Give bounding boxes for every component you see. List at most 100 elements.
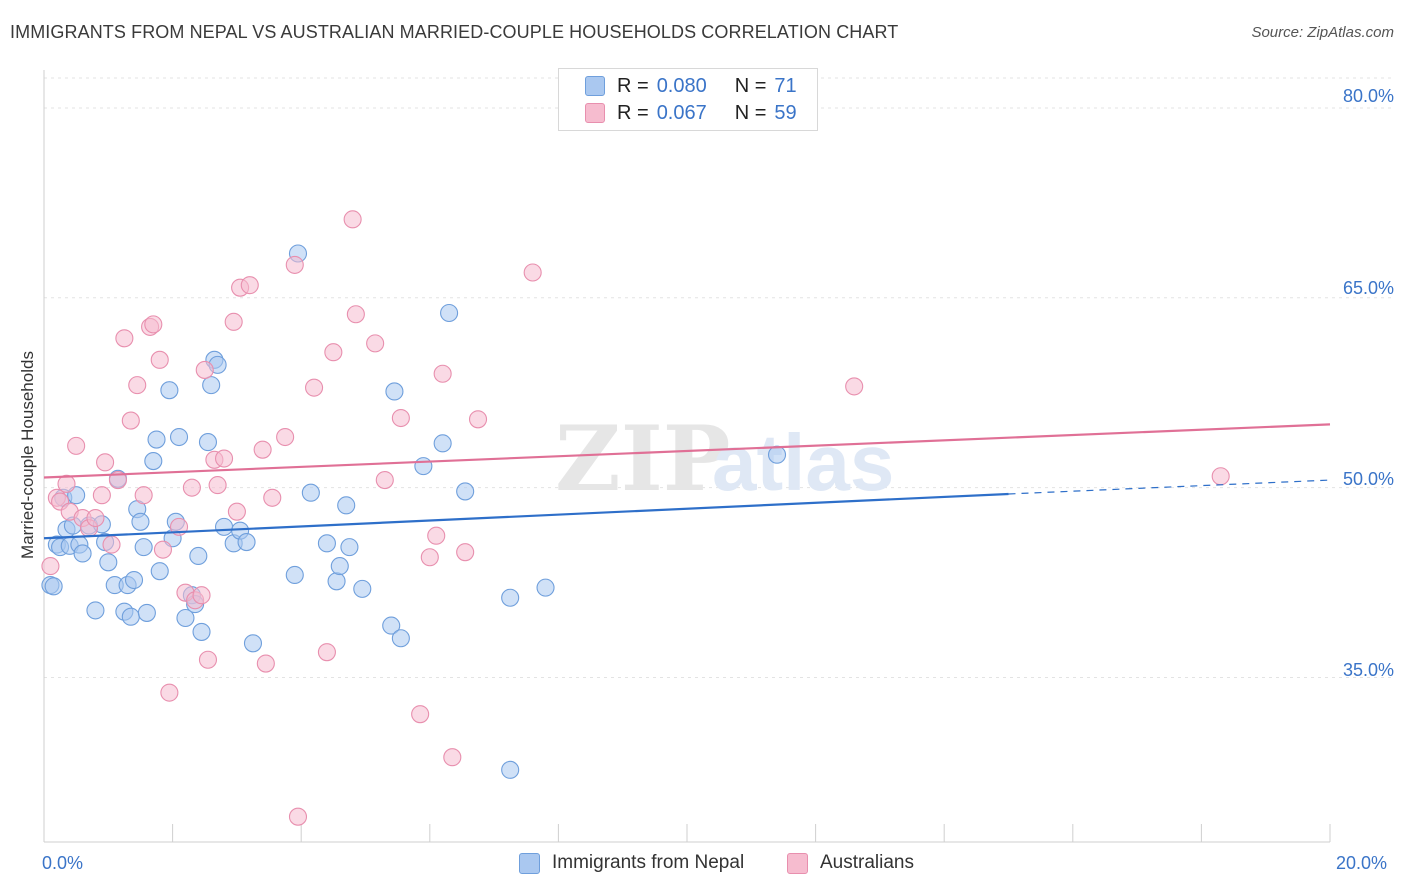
legend-row-nepal: R = 0.080 N = 71 xyxy=(585,73,797,99)
nepal-point xyxy=(126,572,143,589)
australians-point xyxy=(344,211,361,228)
australians-point xyxy=(428,527,445,544)
y-tick-label-65: 65.0% xyxy=(1304,278,1394,299)
australians-point xyxy=(306,379,323,396)
australians-point xyxy=(367,335,384,352)
nepal-point xyxy=(338,497,355,514)
nepal-point xyxy=(135,539,152,556)
nepal-point xyxy=(193,623,210,640)
series-label-australians: Australians xyxy=(820,852,914,874)
nepal-point xyxy=(151,563,168,580)
australians-point xyxy=(376,472,393,489)
nepal-point xyxy=(74,545,91,562)
australians-point xyxy=(145,316,162,333)
australians-point xyxy=(199,651,216,668)
australians-point xyxy=(154,541,171,558)
legend-r-label: R = xyxy=(617,102,649,125)
series-label-nepal: Immigrants from Nepal xyxy=(552,852,744,874)
australians-point xyxy=(444,749,461,766)
australians-point xyxy=(68,437,85,454)
nepal-point xyxy=(457,483,474,500)
australians-point xyxy=(116,330,133,347)
nepal-point xyxy=(145,453,162,470)
australians-point xyxy=(470,411,487,428)
nepal-point xyxy=(148,431,165,448)
australians-point xyxy=(93,487,110,504)
y-tick-label-80: 80.0% xyxy=(1304,86,1394,107)
nepal-point xyxy=(122,608,139,625)
nepal-point xyxy=(87,602,104,619)
legend-r-value: 0.080 xyxy=(657,75,725,98)
nepal-point xyxy=(392,630,409,647)
australians-point xyxy=(193,587,210,604)
correlation-legend: R = 0.080 N = 71 R = 0.067 N = 59 xyxy=(558,68,818,131)
australians-point xyxy=(87,510,104,527)
series-legend-australians: Australians xyxy=(787,852,914,874)
legend-row-australians: R = 0.067 N = 59 xyxy=(585,100,797,126)
watermark-atlas: atlas xyxy=(712,418,894,507)
nepal-point xyxy=(138,604,155,621)
watermark-zip: ZIP xyxy=(555,406,730,512)
y-tick-label-50: 50.0% xyxy=(1304,469,1394,490)
nepal-point xyxy=(244,635,261,652)
australians-point xyxy=(347,306,364,323)
australians-point xyxy=(257,655,274,672)
australians-point xyxy=(42,558,59,575)
nepal-point xyxy=(203,377,220,394)
australians-point xyxy=(1212,468,1229,485)
australians-point xyxy=(241,277,258,294)
series-swatch-australians xyxy=(787,853,808,874)
australians-point xyxy=(524,264,541,281)
australians-point xyxy=(129,377,146,394)
nepal-point xyxy=(199,434,216,451)
nepal-point xyxy=(161,382,178,399)
nepal-point xyxy=(415,458,432,475)
legend-n-value: 71 xyxy=(774,75,796,98)
australians-point xyxy=(412,706,429,723)
nepal-point xyxy=(502,761,519,778)
australians-point xyxy=(264,489,281,506)
australians-point xyxy=(457,544,474,561)
australians-point xyxy=(277,429,294,446)
nepal-point xyxy=(769,446,786,463)
australians-point xyxy=(318,644,335,661)
australians-point xyxy=(254,441,271,458)
nepal-point xyxy=(318,535,335,552)
legend-n-label: N = xyxy=(735,75,767,98)
australians-point xyxy=(97,454,114,471)
australians-point xyxy=(421,549,438,566)
nepal-point xyxy=(302,484,319,501)
australians-point xyxy=(103,536,120,553)
series-swatch-nepal xyxy=(519,853,540,874)
nepal-point xyxy=(100,554,117,571)
legend-r-label: R = xyxy=(617,75,649,98)
nepal-point xyxy=(331,558,348,575)
australians-point xyxy=(286,256,303,273)
scatter-plot: ZIPatlas xyxy=(0,0,1406,892)
legend-n-value: 59 xyxy=(774,102,796,125)
australians-point xyxy=(196,361,213,378)
nepal-point xyxy=(216,518,233,535)
legend-swatch-australians xyxy=(585,103,605,123)
nepal-trend-extension xyxy=(1009,480,1331,494)
australians-point xyxy=(122,412,139,429)
nepal-point xyxy=(328,573,345,590)
nepal-point xyxy=(537,579,554,596)
nepal-trend-line xyxy=(44,494,1009,538)
y-axis-title: Married-couple Households xyxy=(18,351,38,559)
australians-point xyxy=(183,479,200,496)
australians-point xyxy=(161,684,178,701)
nepal-point xyxy=(354,580,371,597)
australians-point xyxy=(135,487,152,504)
australians-point xyxy=(228,503,245,520)
legend-r-value: 0.067 xyxy=(657,102,725,125)
nepal-point xyxy=(441,304,458,321)
australians-point xyxy=(289,808,306,825)
legend-n-label: N = xyxy=(735,102,767,125)
australians-point xyxy=(392,410,409,427)
australians-point xyxy=(151,351,168,368)
nepal-point xyxy=(434,435,451,452)
nepal-point xyxy=(171,429,188,446)
nepal-point xyxy=(132,513,149,530)
y-tick-label-35: 35.0% xyxy=(1304,660,1394,681)
